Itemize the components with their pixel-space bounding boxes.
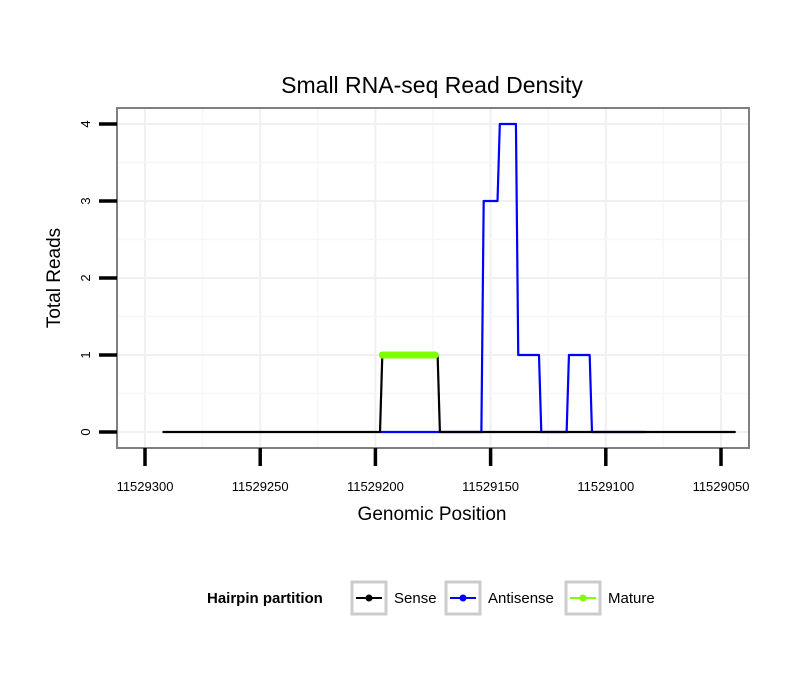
legend-title: Hairpin partition	[207, 590, 323, 607]
x-axis-title: Genomic Position	[358, 504, 507, 525]
y-tick-label: 2	[78, 274, 93, 281]
legend-label: Antisense	[488, 590, 554, 607]
y-axis-title: Total Reads	[44, 228, 65, 328]
x-tick-label: 11529050	[693, 479, 750, 494]
legend-item-antisense: Antisense	[444, 580, 554, 616]
y-tick-label: 3	[78, 197, 93, 204]
x-tick-label: 11529300	[117, 479, 174, 494]
x-tick-label: 11529250	[232, 479, 289, 494]
x-tick-label: 11529200	[347, 479, 404, 494]
legend-item-sense: Sense	[350, 580, 437, 616]
legend-key-point	[365, 594, 373, 602]
chart-title: Small RNA-seq Read Density	[281, 72, 583, 98]
y-tick-label: 0	[78, 428, 93, 435]
y-axis: 0 1 2 3 4	[78, 120, 117, 436]
legend-label: Mature	[608, 590, 655, 607]
legend-key-point	[459, 594, 467, 602]
legend-label: Sense	[394, 590, 437, 607]
legend-key-point	[579, 594, 587, 602]
legend-item-mature: Mature	[564, 580, 655, 616]
x-tick-label: 11529100	[577, 479, 634, 494]
series-layer	[162, 122, 736, 434]
legend: Hairpin partition Sense Antisense Mature	[207, 580, 655, 616]
y-tick-label: 1	[78, 351, 93, 358]
x-axis: 11529300 11529250 11529200 11529150 11529100…	[117, 448, 750, 494]
y-tick-label: 4	[78, 120, 93, 127]
x-tick-label: 11529150	[462, 479, 519, 494]
